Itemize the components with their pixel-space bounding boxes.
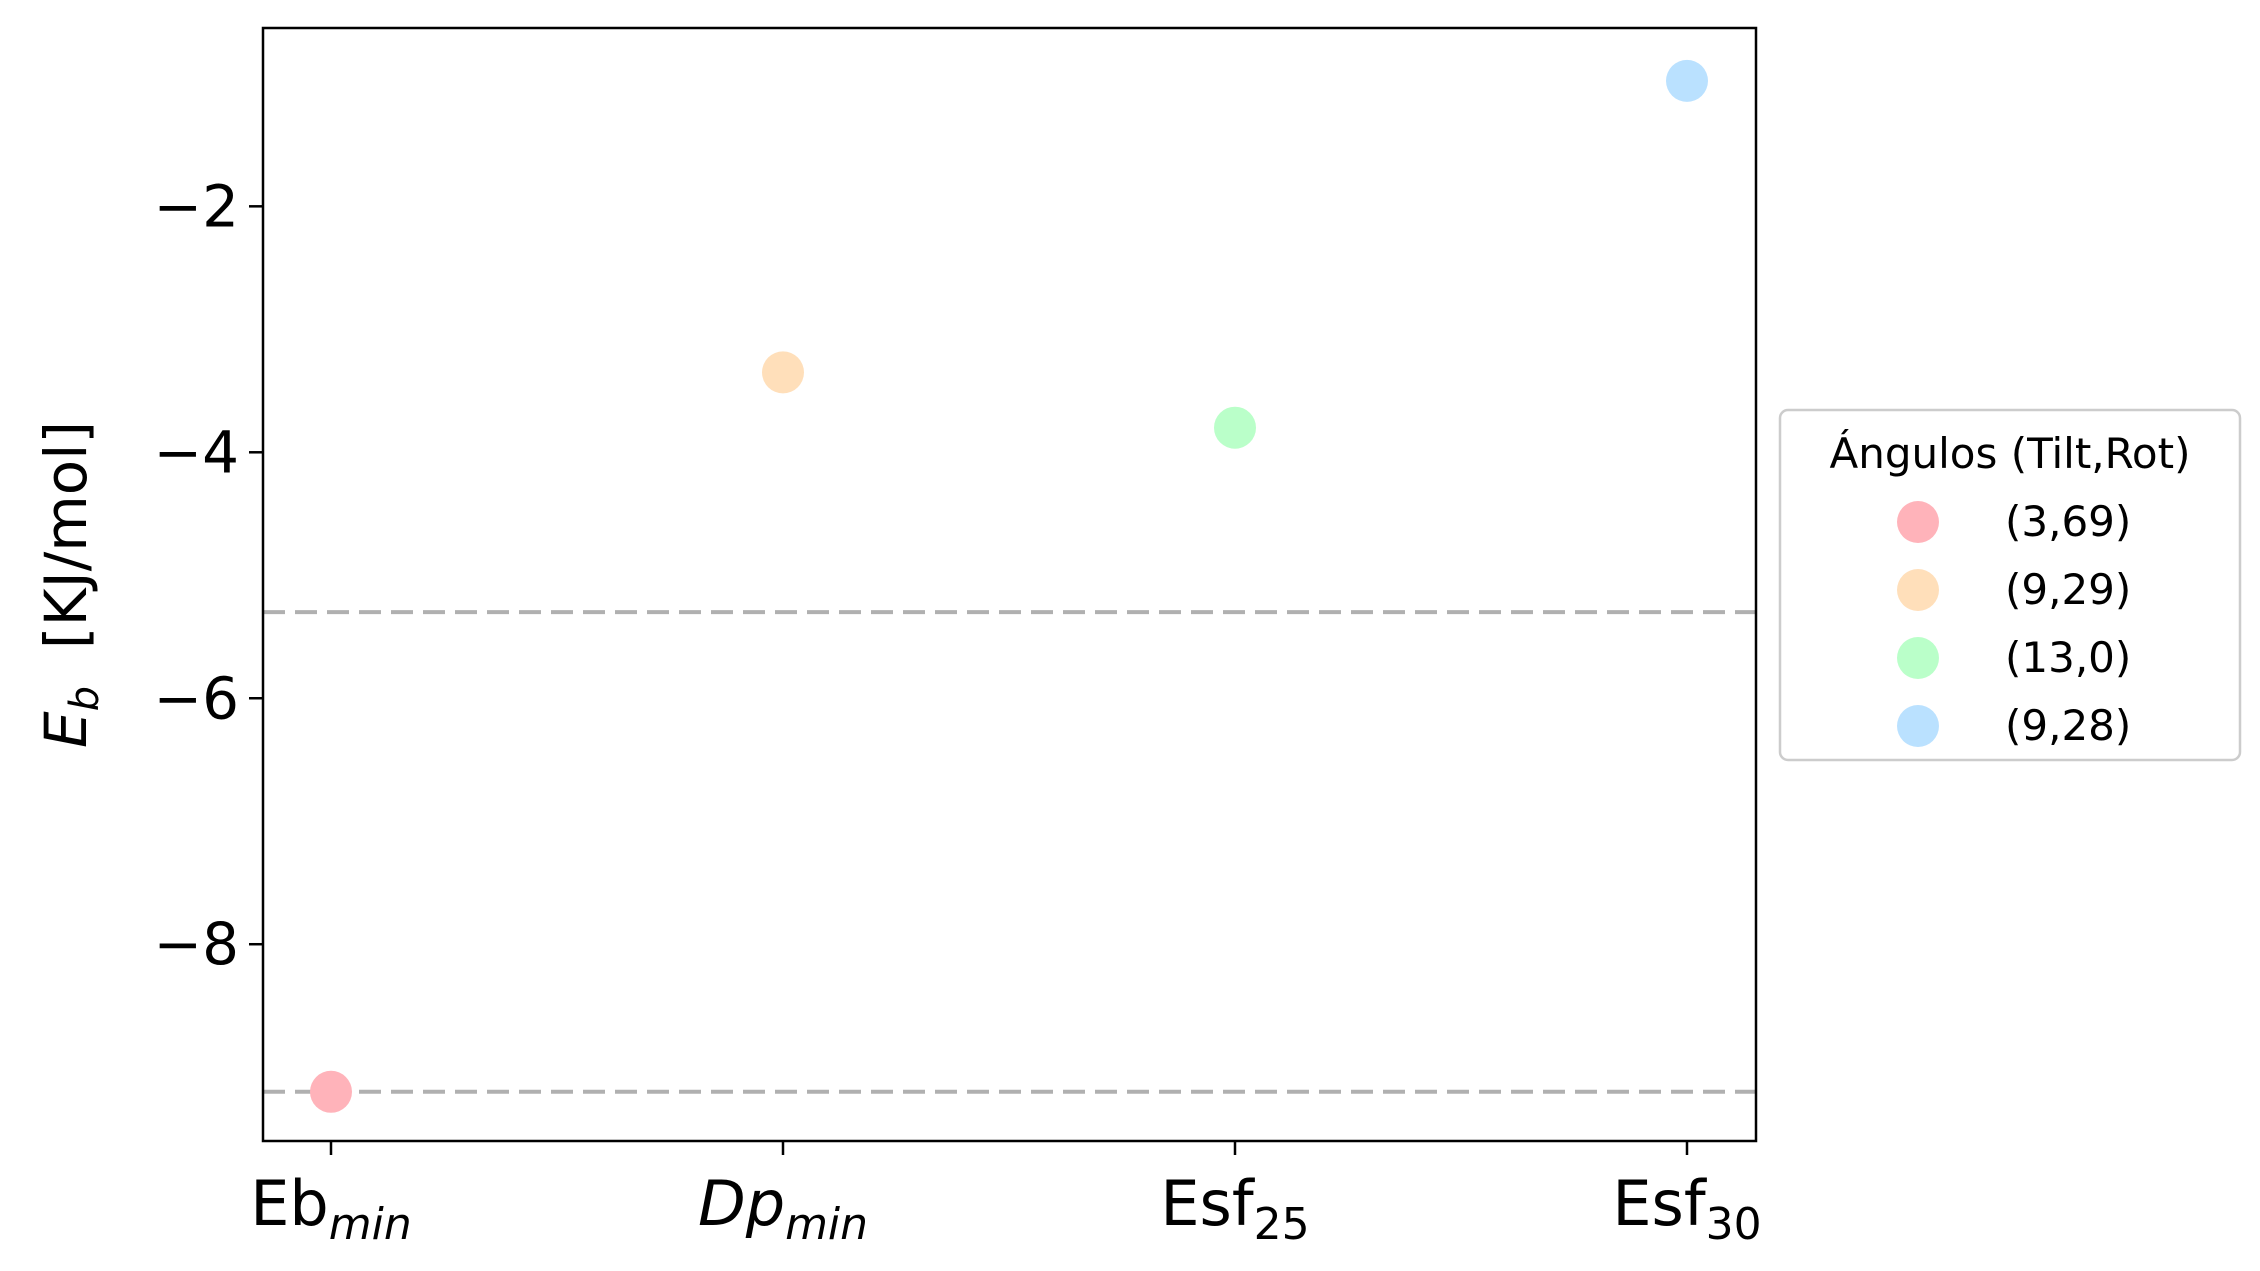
legend-label: (9,28): [2005, 701, 2131, 750]
legend-marker: [1897, 705, 1939, 747]
legend-marker: [1897, 637, 1939, 679]
axes-frame: [261, 26, 1758, 1143]
data-point: [1666, 59, 1708, 102]
legend-box: [1778, 408, 2242, 762]
x-tick-label: Esf25: [1160, 1167, 1309, 1250]
legend-label: (3,69): [2005, 497, 2131, 546]
plot-area: [261, 26, 1758, 1143]
data-point: [762, 351, 804, 394]
x-tick-label: Ebmin: [250, 1167, 412, 1250]
legend-label: (9,29): [2005, 565, 2131, 614]
y-tick-label: −2: [154, 172, 240, 240]
legend: Ángulos (Tilt,Rot) (3,69) (9,29) (13,0) (9,2…: [1778, 408, 2242, 762]
legend-label: (13,0): [2005, 633, 2131, 682]
legend-marker: [1897, 501, 1939, 543]
y-tick-label: −6: [154, 664, 240, 732]
y-tick-label: −4: [154, 418, 240, 486]
y-axis: −2 −4 −6 −8 Eb [KJ/mol]: [32, 172, 263, 978]
data-point: [310, 1070, 352, 1113]
x-tick-label: Esf30: [1612, 1167, 1761, 1250]
x-axis: Ebmin Dpmin Esf25 Esf30: [250, 1141, 1762, 1250]
y-tick-label: −8: [154, 910, 240, 978]
data-point: [1214, 406, 1256, 449]
legend-marker: [1897, 569, 1939, 611]
y-axis-label: Eb [KJ/mol]: [32, 421, 108, 748]
legend-title: Ángulos (Tilt,Rot): [1830, 428, 2191, 478]
x-tick-label: Dpmin: [698, 1167, 868, 1250]
